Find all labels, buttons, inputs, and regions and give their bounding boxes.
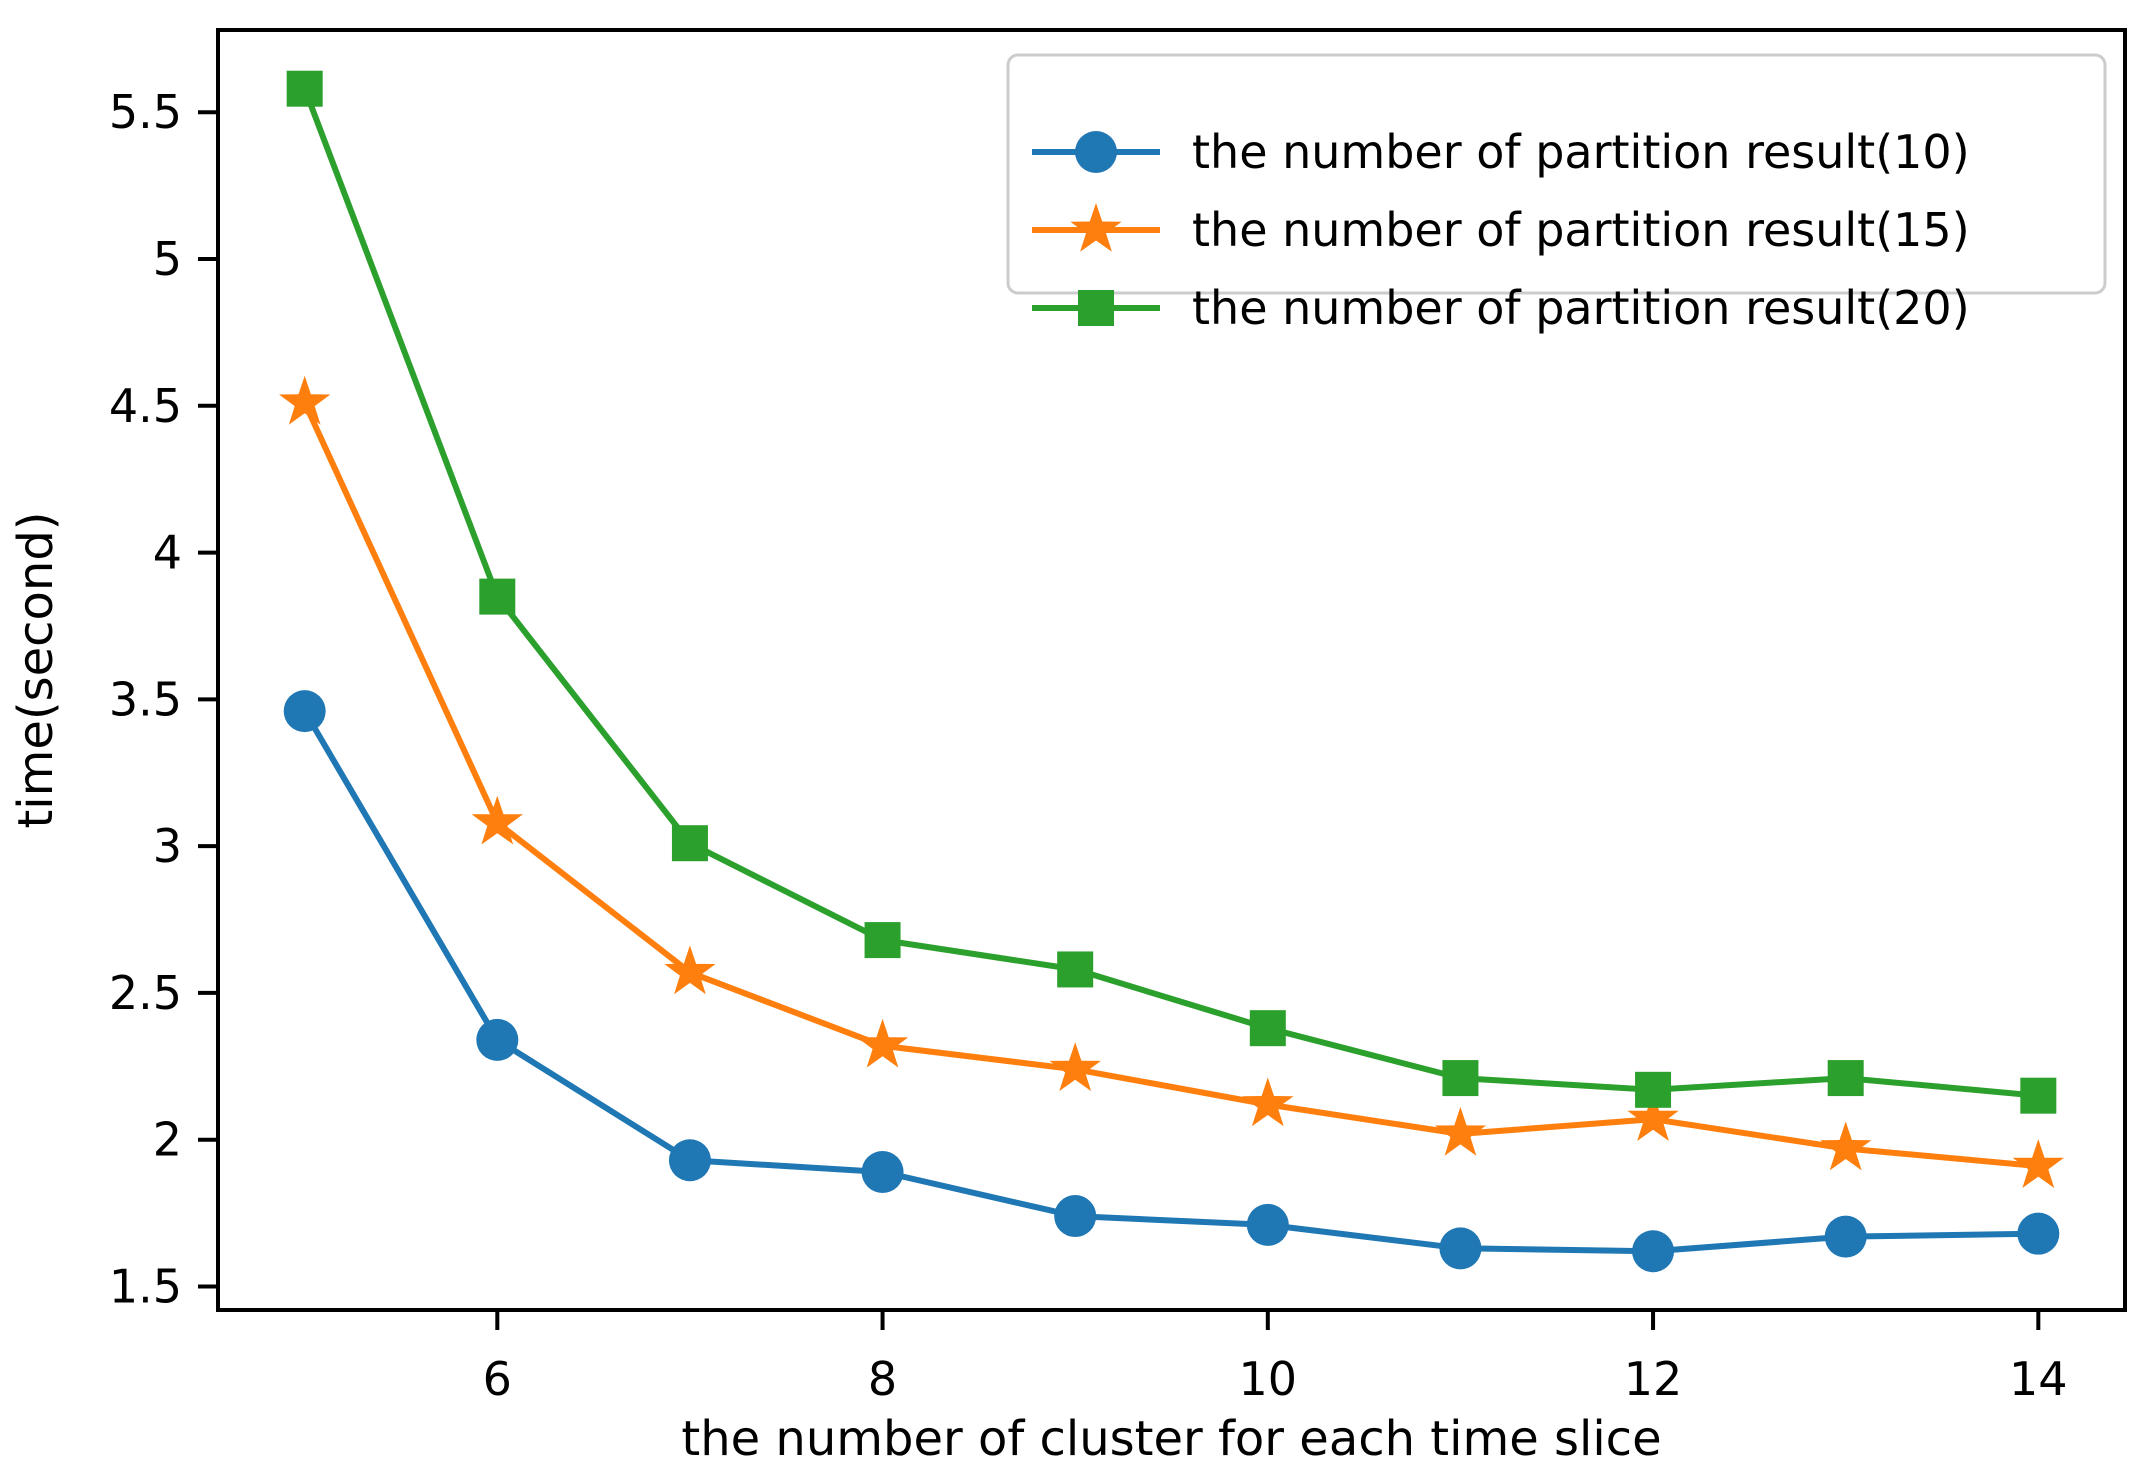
y-tick-label: 2.5 — [109, 966, 182, 1020]
legend: the number of partition result(10) the nu… — [1006, 53, 2107, 335]
data-point-square-marker — [286, 70, 323, 107]
data-point-square-marker — [1057, 951, 1094, 988]
legend-entry: the number of partition result(10) — [1032, 125, 1970, 179]
series-line-2 — [301, 85, 2042, 1099]
data-point-circle-marker — [1632, 1230, 1675, 1273]
data-point-star-marker — [664, 945, 716, 995]
data-point-circle-marker — [1824, 1215, 1867, 1258]
series-line-0 — [301, 708, 2042, 1255]
data-point-star-marker — [471, 795, 523, 845]
data-point-circle-marker — [476, 1018, 519, 1061]
data-point-circle-marker — [668, 1139, 711, 1182]
data-point-star-marker — [279, 375, 331, 425]
data-point-star-marker — [1242, 1077, 1294, 1127]
y-tick-label: 4.5 — [109, 379, 182, 433]
data-point-star-marker — [1820, 1121, 1872, 1171]
x-tick-label: 8 — [868, 1352, 897, 1406]
legend-entry: the number of partition result(15) — [1032, 203, 1970, 257]
data-point-square-marker — [1827, 1060, 1864, 1097]
y-tick-label: 4 — [153, 526, 182, 580]
data-point-circle-marker — [283, 690, 326, 733]
data-point-star-marker — [856, 1018, 909, 1068]
x-axis-label: the number of cluster for each time slic… — [681, 1411, 1661, 1467]
data-point-star-marker — [1049, 1042, 1101, 1092]
y-tick-label: 3.5 — [109, 672, 182, 726]
data-point-square-marker — [2020, 1077, 2057, 1114]
data-point-square-marker — [1249, 1010, 1286, 1047]
data-point-square-marker — [1635, 1071, 1672, 1108]
data-point-star-marker — [1627, 1092, 1679, 1141]
y-tick-label: 5 — [153, 232, 182, 286]
data-point-circle-marker — [2017, 1212, 2060, 1255]
legend-label: the number of partition result(20) — [1192, 281, 1970, 335]
data-point-circle-marker — [861, 1151, 904, 1194]
legend-entry: the number of partition result(20) — [1032, 281, 1970, 335]
data-point-square-marker — [864, 922, 901, 959]
data-point-star-marker — [2012, 1139, 2064, 1188]
x-tick-label: 10 — [1239, 1352, 1298, 1406]
x-tick-label: 14 — [2009, 1352, 2068, 1406]
data-point-square-marker — [671, 825, 708, 862]
y-tick-label: 2 — [153, 1113, 182, 1167]
legend-label: the number of partition result(15) — [1192, 203, 1970, 257]
data-point-star-marker — [1434, 1106, 1487, 1156]
series-square — [286, 70, 2057, 1114]
legend-square-marker — [1078, 290, 1114, 326]
legend-star-marker — [1070, 203, 1122, 252]
data-point-square-marker — [479, 578, 516, 615]
x-axis: 6 8 10 12 14 — [483, 1310, 2068, 1406]
data-point-circle-marker — [1439, 1227, 1482, 1270]
legend-circle-marker — [1075, 131, 1117, 173]
y-tick-label: 1.5 — [109, 1260, 182, 1314]
data-point-square-marker — [1442, 1060, 1479, 1097]
y-axis: 1.5 2 2.5 3 3.5 4 4.5 5 5.5 — [109, 85, 218, 1314]
x-tick-label: 6 — [483, 1352, 512, 1406]
series-circle — [283, 690, 2060, 1273]
legend-label: the number of partition result(10) — [1192, 125, 1970, 179]
x-tick-label: 12 — [1624, 1352, 1683, 1406]
legend-box — [1006, 53, 2107, 295]
plot-frame — [216, 28, 2127, 1312]
data-point-circle-marker — [1246, 1203, 1289, 1246]
y-tick-label: 5.5 — [109, 85, 182, 139]
series-line-1 — [301, 399, 2042, 1170]
y-tick-label: 3 — [153, 819, 182, 873]
series-star — [279, 375, 2064, 1188]
y-axis-label: time(second) — [8, 511, 64, 828]
data-point-circle-marker — [1054, 1195, 1097, 1238]
